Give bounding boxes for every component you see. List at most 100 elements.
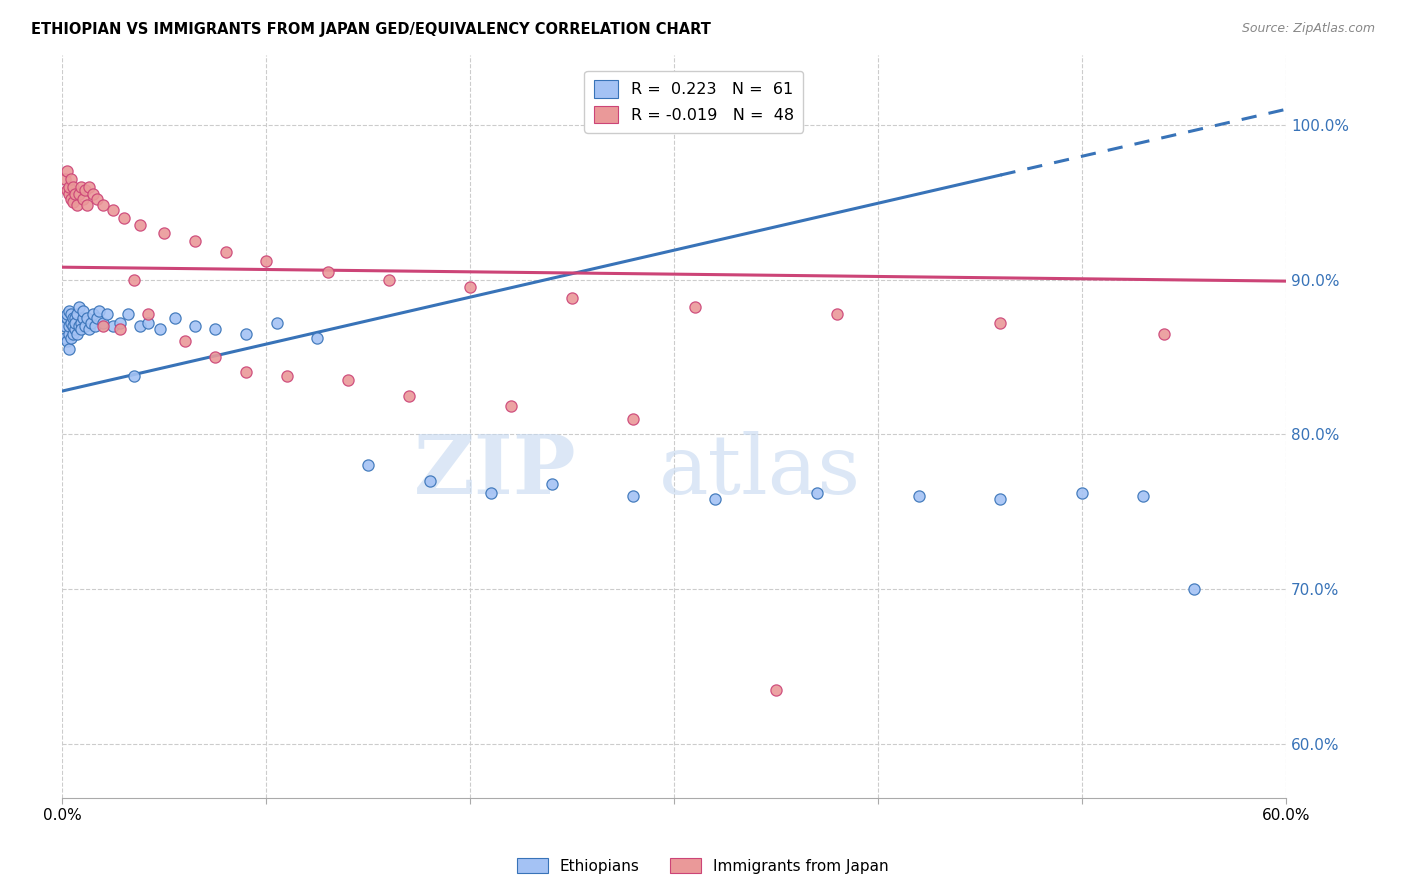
- Point: [77, 179, 100, 194]
- Point: [73, 318, 96, 333]
- Point: [86, 311, 108, 326]
- Point: [122, 272, 145, 286]
- Point: [80, 316, 103, 330]
- Point: [70, 322, 93, 336]
- Point: [316, 265, 339, 279]
- Text: atlas: atlas: [659, 431, 860, 511]
- Point: [72, 192, 94, 206]
- Point: [704, 492, 727, 507]
- Point: [53, 172, 76, 186]
- Point: [55, 334, 77, 349]
- Point: [122, 368, 145, 383]
- Point: [53, 331, 76, 345]
- Point: [62, 311, 84, 326]
- Point: [96, 307, 118, 321]
- Point: [398, 389, 420, 403]
- Point: [62, 195, 84, 210]
- Point: [62, 318, 84, 333]
- Point: [765, 682, 787, 697]
- Point: [184, 318, 207, 333]
- Point: [66, 326, 89, 341]
- Point: [63, 322, 86, 336]
- Point: [1182, 582, 1205, 596]
- Point: [108, 316, 131, 330]
- Point: [53, 318, 76, 333]
- Point: [129, 219, 152, 233]
- Point: [70, 179, 93, 194]
- Point: [136, 316, 159, 330]
- Point: [149, 322, 172, 336]
- Point: [235, 366, 257, 380]
- Point: [55, 311, 77, 326]
- Point: [55, 183, 77, 197]
- Legend: R =  0.223   N =  61, R = -0.019   N =  48: R = 0.223 N = 61, R = -0.019 N = 48: [585, 70, 803, 133]
- Point: [307, 331, 329, 345]
- Point: [89, 303, 111, 318]
- Point: [1153, 326, 1175, 341]
- Text: ZIP: ZIP: [413, 431, 576, 511]
- Point: [59, 331, 82, 345]
- Point: [1071, 486, 1094, 500]
- Point: [173, 334, 195, 349]
- Point: [117, 307, 139, 321]
- Point: [58, 342, 80, 356]
- Point: [58, 318, 80, 333]
- Point: [77, 322, 100, 336]
- Point: [623, 489, 645, 503]
- Point: [501, 400, 523, 414]
- Point: [460, 280, 482, 294]
- Point: [108, 322, 131, 336]
- Point: [70, 316, 93, 330]
- Text: ETHIOPIAN VS IMMIGRANTS FROM JAPAN GED/EQUIVALENCY CORRELATION CHART: ETHIOPIAN VS IMMIGRANTS FROM JAPAN GED/E…: [31, 22, 711, 37]
- Point: [112, 211, 135, 225]
- Point: [266, 316, 288, 330]
- Point: [72, 303, 94, 318]
- Point: [67, 318, 90, 333]
- Point: [377, 272, 399, 286]
- Point: [84, 318, 107, 333]
- Point: [357, 458, 380, 473]
- Point: [66, 198, 89, 212]
- Point: [827, 307, 849, 321]
- Text: Source: ZipAtlas.com: Source: ZipAtlas.com: [1241, 22, 1375, 36]
- Point: [541, 476, 564, 491]
- Point: [276, 368, 298, 383]
- Point: [73, 183, 96, 197]
- Point: [990, 492, 1012, 507]
- Point: [91, 316, 114, 330]
- Point: [683, 301, 706, 315]
- Point: [204, 350, 226, 364]
- Point: [103, 318, 125, 333]
- Point: [184, 234, 207, 248]
- Point: [806, 486, 828, 500]
- Point: [235, 326, 257, 341]
- Point: [59, 192, 82, 206]
- Point: [214, 244, 236, 259]
- Point: [254, 254, 277, 268]
- Point: [59, 172, 82, 186]
- Point: [561, 291, 583, 305]
- Point: [62, 326, 84, 341]
- Point: [419, 474, 441, 488]
- Point: [66, 307, 89, 321]
- Point: [163, 311, 186, 326]
- Point: [63, 316, 86, 330]
- Point: [58, 303, 80, 318]
- Point: [55, 307, 77, 321]
- Point: [103, 202, 125, 217]
- Point: [1132, 489, 1154, 503]
- Point: [62, 179, 84, 194]
- Point: [55, 164, 77, 178]
- Point: [58, 326, 80, 341]
- Point: [82, 187, 104, 202]
- Point: [153, 226, 176, 240]
- Point: [86, 192, 108, 206]
- Point: [63, 187, 86, 202]
- Point: [136, 307, 159, 321]
- Point: [336, 373, 359, 387]
- Point: [58, 187, 80, 202]
- Point: [59, 307, 82, 321]
- Point: [623, 412, 645, 426]
- Point: [908, 489, 931, 503]
- Point: [72, 311, 94, 326]
